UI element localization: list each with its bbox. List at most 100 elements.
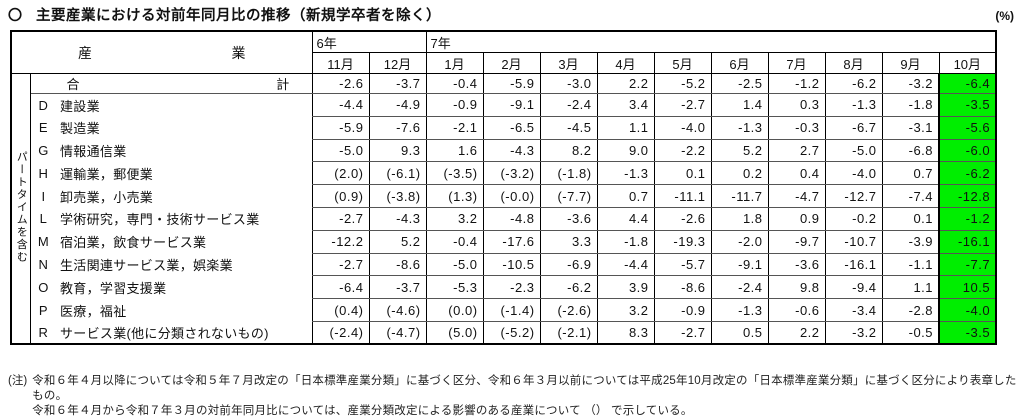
value-cell: (-2.1): [539, 321, 598, 345]
value-cell: -3.1: [881, 116, 940, 140]
industry-name: 建設業: [60, 98, 100, 114]
value-cell: (-2.4): [311, 321, 370, 345]
month-header: 2月: [482, 52, 541, 74]
value-cell: -19.3: [653, 230, 712, 254]
value-cell: 3.2: [425, 207, 484, 231]
table-row: D 建設業 -4.4 -4.9 -0.9 -9.1 -2.4 3.4 -2.7 1.4 0.3 -1.…: [11, 93, 997, 117]
value-cell: -4.0: [824, 161, 883, 186]
value-cell: -3.6: [767, 253, 826, 277]
value-cell: (2.0): [311, 161, 370, 186]
industry-code: P: [38, 302, 48, 318]
month-header: 4月: [596, 52, 655, 74]
value-cell: -12.2: [311, 230, 370, 254]
table-row: H 運輸業，郵便業 (2.0) (-6.1) (-3.5) (-3.2) (-1.8) -1.…: [11, 161, 997, 186]
industry-code: R: [38, 324, 48, 340]
value-cell: -2.2: [653, 139, 712, 163]
value-cell: -6.2: [539, 275, 598, 300]
value-cell: (0.0): [425, 298, 484, 322]
value-cell: (0.4): [311, 298, 370, 322]
value-cell: -7.6: [368, 116, 427, 140]
value-cell: -4.3: [482, 139, 541, 163]
value-cell: 1.4: [710, 93, 769, 117]
value-cell: -0.4: [425, 230, 484, 254]
value-cell: -1.3: [596, 161, 655, 186]
value-cell: -4.3: [368, 207, 427, 231]
value-cell: 3.2: [596, 298, 655, 322]
industry-name: 教育，学習支援業: [60, 280, 167, 296]
table-row: N 生活関連サービス業，娯楽業 -2.7 -8.6 -5.0 -10.5 -6.9 -4.4-…: [11, 253, 997, 277]
year-header-7: 7年: [425, 31, 997, 53]
value-cell: -1.2: [767, 73, 826, 94]
table-row: I 卸売業，小売業 (0.9) (-3.8) (1.3) (-0.0) (-7.7) 0.7-…: [11, 184, 997, 208]
value-cell: -4.8: [482, 207, 541, 231]
value-cell: (-7.7): [539, 184, 598, 208]
value-cell: -3.2: [824, 321, 883, 345]
value-cell: -3.6: [539, 207, 598, 231]
side-label-part-time: パートタイムを含む: [11, 73, 31, 345]
value-cell: 0.3: [767, 93, 826, 117]
value-cell: -2.1: [425, 116, 484, 140]
value-cell: -5.3: [425, 275, 484, 300]
industry-yoy-table: 産業 6年 7年 11月 12月 1月 2月 3月 4月 5月 6月 7月 8月 9月 10月 パート…: [10, 30, 998, 346]
value-cell: -10.5: [482, 253, 541, 277]
industry-column-header: 産業: [11, 31, 313, 74]
value-cell-highlighted: -6.2: [938, 161, 997, 186]
value-cell: (-6.1): [368, 161, 427, 186]
value-cell: -1.8: [596, 230, 655, 254]
value-cell-highlighted: -4.0: [938, 298, 997, 322]
value-cell: 0.4: [767, 161, 826, 186]
value-cell: 0.7: [596, 184, 655, 208]
industry-name: 運輸業，郵便業: [60, 166, 154, 182]
total-row: パートタイムを含む 合計 -2.6 -3.7 -0.4 -5.9 -3.0 2.2 -5.2 -2…: [11, 73, 997, 345]
table-row: P 医療，福祉 (0.4) (-4.6) (0.0) (-1.4) (-2.6) 3.2 -0.…: [11, 298, 997, 322]
value-cell: -11.1: [653, 184, 712, 208]
value-cell: -9.1: [710, 253, 769, 277]
value-cell: -4.7: [767, 184, 826, 208]
table-row: E 製造業 -5.9 -7.6 -2.1 -6.5 -4.5 1.1 -4.0 -1.3 -0.3-…: [11, 116, 997, 140]
industry-name: サービス業(他に分類されないもの): [60, 325, 269, 341]
value-cell: -4.4: [311, 93, 370, 117]
table-row: L 学術研究，専門・技術サービス業 -2.7 -4.3 3.2 -4.8 -3.6 4.4 -2…: [11, 207, 997, 231]
title-bar: 〇 主要産業における対前年同月比の推移（新規学卒者を除く） (%): [8, 4, 1014, 25]
month-header: 10月: [938, 52, 997, 74]
value-cell: 3.9: [596, 275, 655, 300]
value-cell: -3.2: [881, 73, 940, 94]
industry-code: O: [38, 279, 49, 295]
value-cell-highlighted: -5.6: [938, 116, 997, 140]
value-cell: (1.3): [425, 184, 484, 208]
value-cell: -5.9: [311, 116, 370, 140]
value-cell: -3.7: [368, 275, 427, 300]
table-row: O 教育，学習支援業 -6.4 -3.7 -5.3 -2.3 -6.2 3.9 -8.6 -2.4…: [11, 275, 997, 300]
month-header: 7月: [767, 52, 826, 74]
value-cell: -6.4: [311, 275, 370, 300]
value-cell: -2.4: [710, 275, 769, 300]
value-cell: -3.0: [539, 73, 598, 94]
value-cell: 0.2: [710, 161, 769, 186]
value-cell: -0.9: [425, 93, 484, 117]
value-cell: -9.7: [767, 230, 826, 254]
value-cell-highlighted: -3.5: [938, 321, 997, 345]
industry-name: 医療，福祉: [60, 303, 127, 319]
value-cell: -8.6: [368, 253, 427, 277]
page-title: 主要産業における対前年同月比の推移（新規学卒者を除く）: [36, 8, 441, 24]
value-cell: -9.1: [482, 93, 541, 117]
value-cell: -5.2: [653, 73, 712, 94]
value-cell: (-2.6): [539, 298, 598, 322]
month-header: 5月: [653, 52, 712, 74]
value-cell: (0.9): [311, 184, 370, 208]
value-cell: 2.2: [596, 73, 655, 94]
value-cell: (-4.7): [368, 321, 427, 345]
value-cell: -2.7: [311, 253, 370, 277]
month-header: 8月: [824, 52, 883, 74]
value-cell: 1.8: [710, 207, 769, 231]
value-cell: -2.3: [482, 275, 541, 300]
value-cell: -6.5: [482, 116, 541, 140]
value-cell: -0.2: [824, 207, 883, 231]
value-cell: -5.0: [425, 253, 484, 277]
industry-name-total: 合計: [30, 73, 313, 94]
year-header-row: 産業 6年 7年: [11, 31, 997, 74]
value-cell: -1.3: [710, 116, 769, 140]
value-cell: -3.9: [881, 230, 940, 254]
value-cell: 4.4: [596, 207, 655, 231]
value-cell: -17.6: [482, 230, 541, 254]
